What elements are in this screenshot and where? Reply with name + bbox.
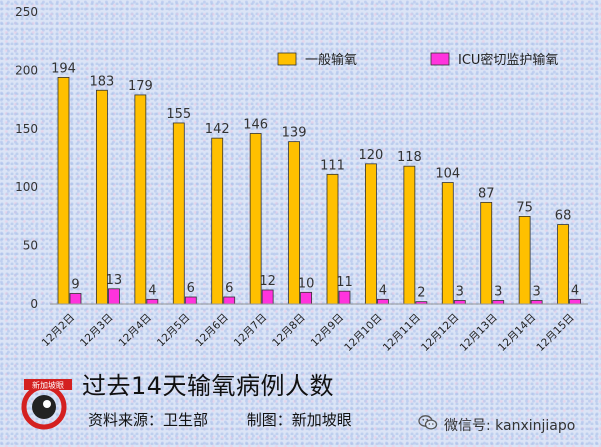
bar-general (57, 77, 70, 305)
bar-general (403, 165, 416, 305)
bars (57, 77, 581, 305)
data-label: 111 (320, 158, 345, 173)
x-tick-label: 12月6日 (193, 312, 231, 350)
bar-icu (69, 293, 82, 305)
data-label: 10 (298, 276, 315, 291)
bar-general (518, 215, 531, 305)
legend-label: ICU密切监护输氧 (458, 52, 558, 68)
bar-icu (146, 298, 159, 305)
chart-title: 过去14天输氧病例人数 (82, 372, 335, 400)
data-label: 12 (259, 274, 276, 289)
data-label: 2 (417, 286, 425, 301)
bar-icu (184, 296, 197, 305)
bar-icu (492, 300, 505, 305)
source-label: 资料来源：卫生部 (88, 411, 209, 429)
x-tick-label: 12月8日 (270, 312, 308, 350)
y-tick-label: 0 (30, 297, 38, 311)
data-label: 75 (516, 200, 533, 215)
bar-icu (377, 298, 389, 305)
data-label: 13 (106, 273, 123, 288)
data-label: 118 (397, 150, 422, 165)
data-label: 9 (71, 277, 79, 292)
bar-general (557, 224, 569, 305)
x-tick-label: 12月13日 (458, 312, 500, 354)
x-tick-label: 12月9日 (309, 312, 347, 350)
bar-general (172, 122, 185, 305)
data-label: 4 (571, 283, 579, 298)
data-label: 142 (205, 122, 230, 137)
x-axis: 12月2日 12月3日 12月4日 12月5日 12月6日 12月7日 12月8日 12月9日… (40, 303, 588, 354)
data-label: 120 (359, 148, 384, 163)
x-tick-label: 12月5日 (155, 312, 193, 350)
wechat-label: 微信号: kanxinjiapo (444, 417, 576, 434)
bar-general (480, 201, 493, 305)
bar-icu (453, 300, 466, 305)
y-tick-label: 250 (15, 5, 38, 19)
bar-general (211, 137, 224, 305)
x-tick-label: 12月11日 (381, 312, 423, 354)
data-label: 3 (456, 284, 464, 299)
data-label: 4 (148, 283, 156, 298)
data-label: 68 (555, 209, 572, 224)
y-axis: 0 50 100 150 200 250 (15, 5, 38, 311)
data-label: 6 (225, 281, 233, 296)
bar-general (134, 94, 147, 305)
data-label: 146 (243, 117, 268, 132)
legend-swatch (430, 52, 450, 66)
legend: 一般输氧 ICU密切监护输氧 (277, 52, 558, 68)
x-tick-label: 12月12日 (419, 312, 461, 354)
wechat-id: 微信号: kanxinjiapo (418, 414, 575, 435)
bar-icu (261, 289, 274, 305)
y-tick-label: 50 (23, 239, 38, 253)
data-label: 139 (282, 126, 307, 141)
bar-icu (108, 288, 120, 305)
made-by-label: 制图：新加坡眼 (246, 411, 352, 429)
x-tick-label: 12月10日 (342, 312, 384, 354)
y-tick-label: 200 (15, 63, 38, 77)
data-labels: 1949183131794155614261461213910111111204… (51, 61, 579, 300)
y-tick-label: 150 (15, 122, 38, 136)
data-label: 3 (533, 284, 541, 299)
data-label: 4 (379, 283, 387, 298)
data-label: 183 (90, 74, 115, 89)
data-label: 87 (478, 186, 495, 201)
wechat-icon (418, 414, 438, 435)
bar-icu (338, 290, 351, 305)
legend-label: 一般输氧 (305, 52, 357, 68)
footer-sources: 资料来源：卫生部 制图：新加坡眼 (88, 409, 386, 430)
x-tick-label: 12月3日 (78, 312, 116, 350)
bar-general (365, 163, 377, 305)
data-label: 3 (494, 284, 502, 299)
data-label: 179 (128, 79, 153, 94)
bar-icu (530, 300, 543, 305)
x-tick-label: 12月14日 (496, 312, 538, 354)
x-tick-label: 12月7日 (232, 312, 270, 350)
legend-swatch (277, 52, 297, 66)
data-label: 6 (187, 281, 195, 296)
x-tick-label: 12月2日 (40, 312, 78, 350)
data-label: 194 (51, 61, 76, 76)
data-label: 155 (166, 107, 191, 122)
x-tick-label: 12月15日 (534, 312, 576, 354)
bar-icu (223, 296, 236, 305)
data-label: 11 (336, 275, 353, 290)
bar-icu (300, 291, 312, 305)
y-tick-label: 100 (15, 180, 38, 194)
bar-chart: 0 50 100 150 200 250 194 9 183 13 179 4 155 6 142 6 146… (15, 5, 588, 354)
bar-icu (569, 298, 581, 305)
logo-text: 新加坡眼 (32, 380, 64, 390)
sg-eye-logo-icon: 新加坡眼 (20, 377, 76, 433)
x-tick-label: 12月4日 (116, 312, 154, 350)
bar-general (441, 182, 454, 305)
data-label: 104 (435, 167, 460, 182)
